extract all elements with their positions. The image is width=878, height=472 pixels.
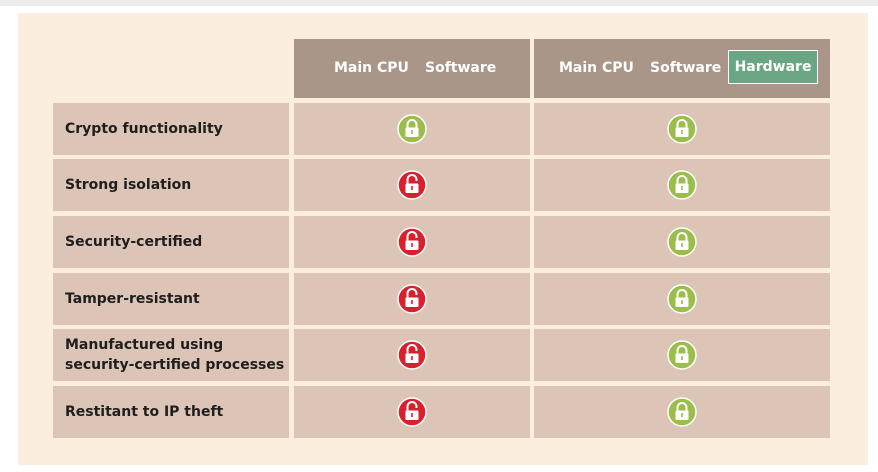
row-label: Crypto functionality: [65, 121, 223, 137]
table-row: Manufactured using security-certified pr…: [53, 329, 830, 381]
row-label: Manufactured using security-certified pr…: [65, 337, 285, 373]
software-label: Software: [425, 60, 497, 76]
row-label-cell: Crypto functionality: [53, 103, 289, 155]
table-row: Security-certified: [53, 216, 830, 268]
table-row: Restitant to IP theft: [53, 386, 830, 438]
hardware-status-cell: [534, 216, 830, 268]
software-column-header: Main CPU Software: [294, 39, 530, 98]
software-status-cell: [294, 216, 530, 268]
hardware-status-cell: [534, 273, 830, 325]
row-label-cell: Security-certified: [53, 216, 289, 268]
software-status-cell: [294, 159, 530, 211]
software-status-cell: [294, 103, 530, 155]
green-locked-padlock-icon: [397, 114, 427, 144]
green-locked-padlock-icon: [667, 340, 697, 370]
row-label: Security-certified: [65, 234, 203, 250]
hardware-status-cell: [534, 386, 830, 438]
software-status-cell: [294, 273, 530, 325]
table-row: Crypto functionality: [53, 103, 830, 155]
green-locked-padlock-icon: [667, 284, 697, 314]
top-divider: [0, 0, 878, 6]
row-label-cell: Restitant to IP theft: [53, 386, 289, 438]
row-label: Tamper-resistant: [65, 291, 200, 307]
software-status-cell: [294, 329, 530, 381]
red-unlocked-padlock-icon: [397, 284, 427, 314]
software-status-cell: [294, 386, 530, 438]
hardware-column-header: Main CPU Software Hardware: [534, 39, 830, 98]
row-label-cell: Strong isolation: [53, 159, 289, 211]
red-unlocked-padlock-icon: [397, 227, 427, 257]
green-locked-padlock-icon: [667, 170, 697, 200]
hardware-badge: Hardware: [728, 50, 818, 84]
red-unlocked-padlock-icon: [397, 340, 427, 370]
hardware-status-cell: [534, 159, 830, 211]
row-label: Restitant to IP theft: [65, 404, 224, 420]
hardware-status-cell: [534, 329, 830, 381]
red-unlocked-padlock-icon: [397, 170, 427, 200]
green-locked-padlock-icon: [667, 397, 697, 427]
software-label: Software: [650, 60, 722, 76]
main-cpu-label: Main CPU: [334, 60, 409, 76]
hardware-status-cell: [534, 103, 830, 155]
green-locked-padlock-icon: [667, 114, 697, 144]
row-label-cell: Tamper-resistant: [53, 273, 289, 325]
table-row: Tamper-resistant: [53, 273, 830, 325]
table-row: Strong isolation: [53, 159, 830, 211]
green-locked-padlock-icon: [667, 227, 697, 257]
red-unlocked-padlock-icon: [397, 397, 427, 427]
row-label-cell: Manufactured using security-certified pr…: [53, 329, 289, 381]
main-cpu-label: Main CPU: [559, 60, 634, 76]
row-label: Strong isolation: [65, 177, 192, 193]
